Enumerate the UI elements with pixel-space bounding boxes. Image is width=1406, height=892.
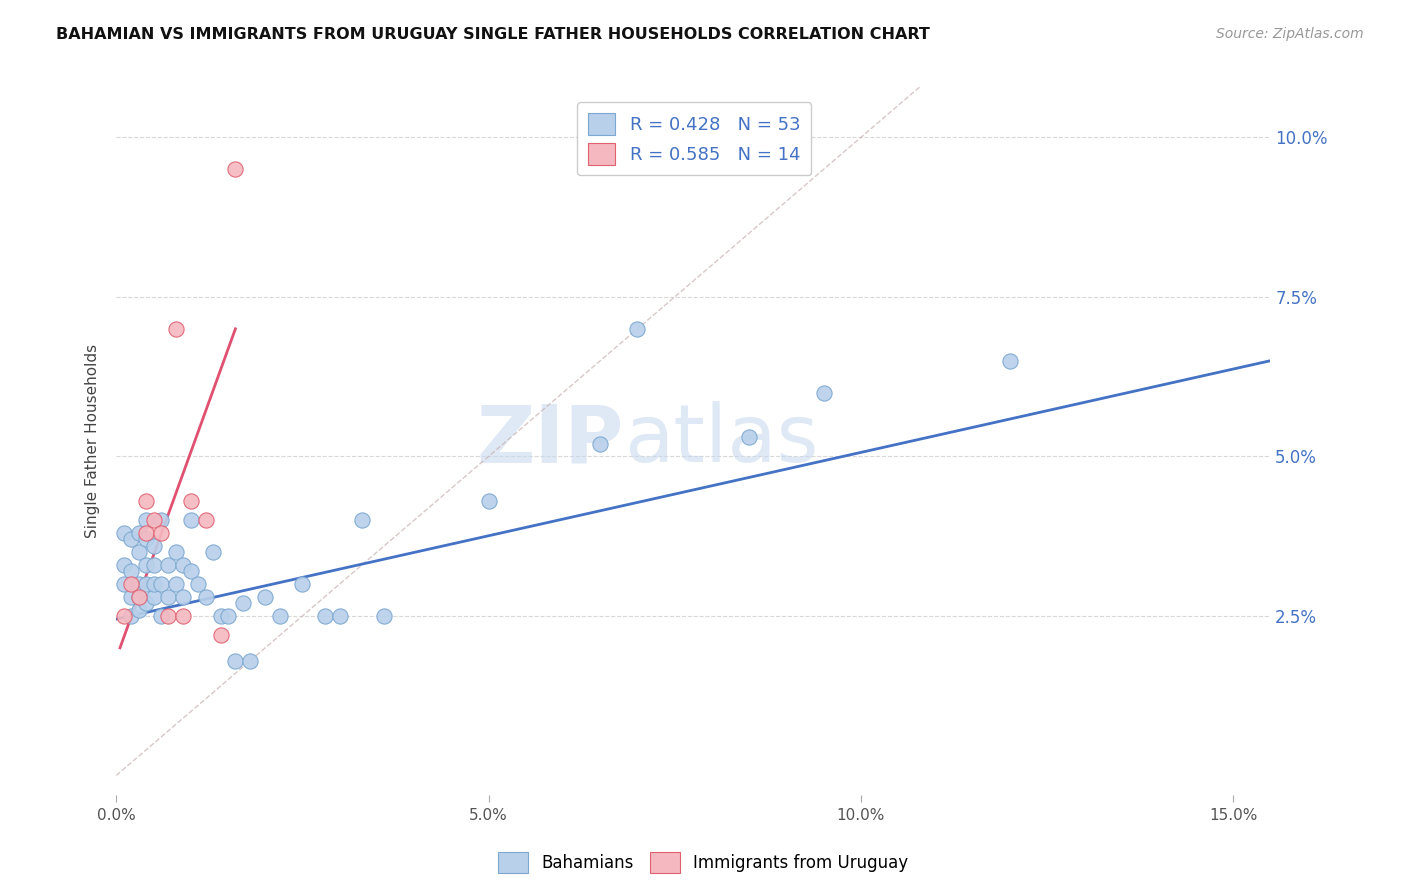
Point xyxy=(142,590,165,604)
Text: ZIP: ZIP xyxy=(477,401,624,480)
Point xyxy=(172,558,194,572)
Point xyxy=(998,353,1021,368)
Point xyxy=(149,609,172,624)
Point xyxy=(291,577,314,591)
Point xyxy=(128,526,150,541)
Point xyxy=(373,609,395,624)
Point xyxy=(149,577,172,591)
Point xyxy=(142,577,165,591)
Point xyxy=(142,513,165,527)
Point xyxy=(142,539,165,553)
Point xyxy=(626,322,648,336)
Point xyxy=(187,577,209,591)
Point xyxy=(738,430,761,444)
Point xyxy=(180,564,202,578)
Text: Source: ZipAtlas.com: Source: ZipAtlas.com xyxy=(1216,27,1364,41)
Point xyxy=(165,545,187,559)
Point xyxy=(329,609,352,624)
Point xyxy=(813,385,835,400)
Point xyxy=(314,609,336,624)
Point xyxy=(135,526,157,541)
Point xyxy=(128,590,150,604)
Point xyxy=(128,577,150,591)
Point xyxy=(135,533,157,547)
Point xyxy=(172,609,194,624)
Point xyxy=(149,526,172,541)
Point xyxy=(120,590,142,604)
Point xyxy=(128,545,150,559)
Point xyxy=(135,558,157,572)
Point xyxy=(209,628,232,642)
Text: atlas: atlas xyxy=(624,401,818,480)
Point xyxy=(120,533,142,547)
Point xyxy=(157,558,180,572)
Point xyxy=(112,526,135,541)
Point xyxy=(112,609,135,624)
Point xyxy=(224,654,246,668)
Point xyxy=(165,322,187,336)
Point xyxy=(112,577,135,591)
Point xyxy=(589,436,612,450)
Point xyxy=(135,577,157,591)
Text: BAHAMIAN VS IMMIGRANTS FROM URUGUAY SINGLE FATHER HOUSEHOLDS CORRELATION CHART: BAHAMIAN VS IMMIGRANTS FROM URUGUAY SING… xyxy=(56,27,931,42)
Point xyxy=(135,494,157,508)
Point xyxy=(120,577,142,591)
Point xyxy=(239,654,262,668)
Point xyxy=(217,609,239,624)
Point xyxy=(194,590,217,604)
Point xyxy=(165,577,187,591)
Point xyxy=(269,609,291,624)
Point xyxy=(232,596,254,610)
Point xyxy=(157,590,180,604)
Point xyxy=(224,162,246,177)
Point xyxy=(180,494,202,508)
Point xyxy=(135,513,157,527)
Point xyxy=(180,513,202,527)
Point xyxy=(149,513,172,527)
Point xyxy=(142,558,165,572)
Point xyxy=(202,545,225,559)
Point xyxy=(157,609,180,624)
Point xyxy=(128,590,150,604)
Point xyxy=(350,513,373,527)
Point xyxy=(112,558,135,572)
Legend: Bahamians, Immigrants from Uruguay: Bahamians, Immigrants from Uruguay xyxy=(491,846,915,880)
Point xyxy=(209,609,232,624)
Point xyxy=(128,602,150,616)
Point xyxy=(172,590,194,604)
Y-axis label: Single Father Households: Single Father Households xyxy=(86,343,100,538)
Point xyxy=(477,494,499,508)
Point xyxy=(194,513,217,527)
Legend: R = 0.428   N = 53, R = 0.585   N = 14: R = 0.428 N = 53, R = 0.585 N = 14 xyxy=(578,103,811,176)
Point xyxy=(120,609,142,624)
Point xyxy=(120,564,142,578)
Point xyxy=(135,596,157,610)
Point xyxy=(254,590,277,604)
